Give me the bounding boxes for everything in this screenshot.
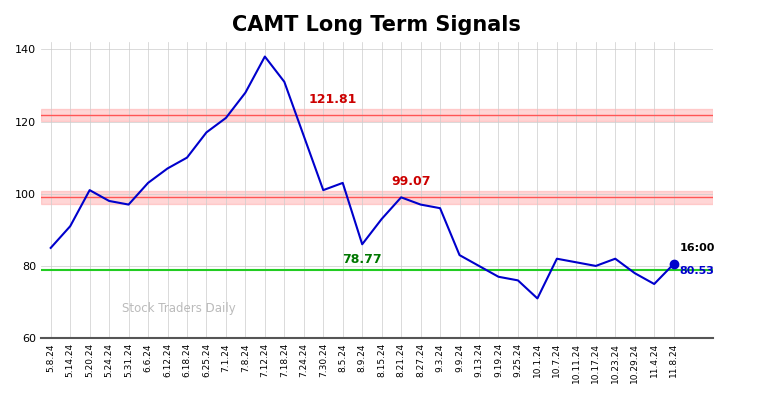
Bar xyxy=(41,109,713,121)
Text: 99.07: 99.07 xyxy=(391,175,430,188)
Text: 80.53: 80.53 xyxy=(680,266,714,276)
Bar xyxy=(41,191,713,204)
Text: 16:00: 16:00 xyxy=(680,243,715,253)
Text: Stock Traders Daily: Stock Traders Daily xyxy=(122,302,235,315)
Title: CAMT Long Term Signals: CAMT Long Term Signals xyxy=(232,15,521,35)
Text: 78.77: 78.77 xyxy=(343,253,382,266)
Text: 121.81: 121.81 xyxy=(309,93,358,106)
